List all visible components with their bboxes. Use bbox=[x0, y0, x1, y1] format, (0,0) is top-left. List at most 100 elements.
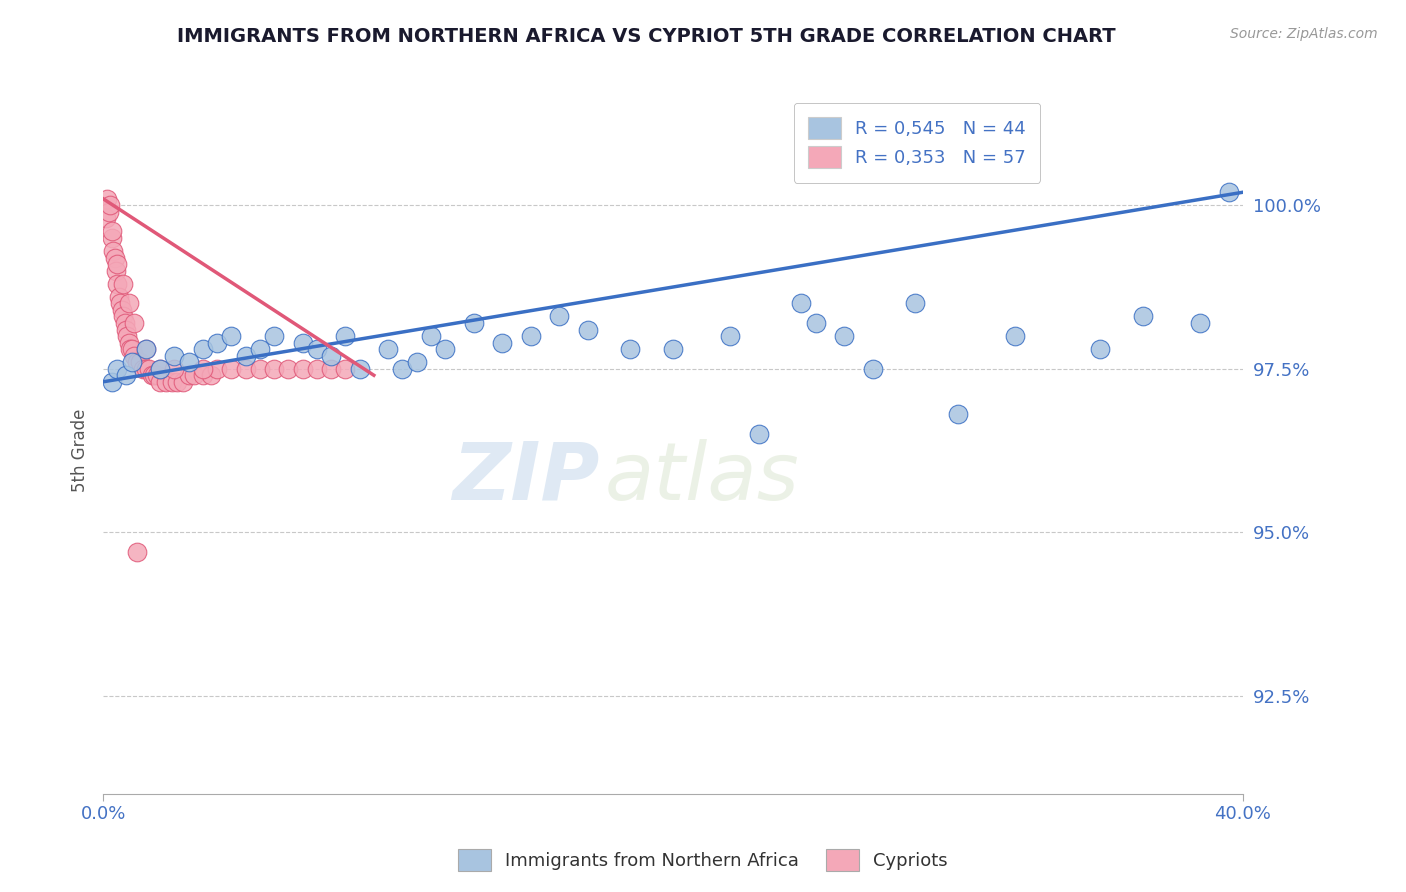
Point bbox=[183, 368, 205, 383]
Point bbox=[177, 355, 200, 369]
Point bbox=[114, 316, 136, 330]
Point bbox=[149, 361, 172, 376]
Point bbox=[100, 231, 122, 245]
Point bbox=[105, 257, 128, 271]
Point bbox=[249, 342, 271, 356]
Point bbox=[748, 427, 770, 442]
Point bbox=[124, 349, 146, 363]
Legend: Immigrants from Northern Africa, Cypriots: Immigrants from Northern Africa, Cypriot… bbox=[451, 842, 955, 879]
Point bbox=[97, 204, 120, 219]
Point bbox=[112, 310, 135, 324]
Point bbox=[100, 375, 122, 389]
Point bbox=[111, 302, 134, 317]
Point bbox=[263, 329, 285, 343]
Point bbox=[149, 375, 172, 389]
Point bbox=[662, 342, 685, 356]
Point bbox=[832, 329, 855, 343]
Point bbox=[105, 277, 128, 291]
Text: Source: ZipAtlas.com: Source: ZipAtlas.com bbox=[1230, 27, 1378, 41]
Point bbox=[349, 361, 371, 376]
Point bbox=[548, 310, 571, 324]
Point bbox=[405, 355, 427, 369]
Point bbox=[166, 375, 188, 389]
Point bbox=[1132, 310, 1154, 324]
Point bbox=[163, 361, 186, 376]
Point bbox=[790, 296, 813, 310]
Point bbox=[862, 361, 884, 376]
Point bbox=[221, 329, 243, 343]
Point bbox=[191, 368, 214, 383]
Point bbox=[319, 361, 342, 376]
Point bbox=[718, 329, 741, 343]
Point bbox=[235, 349, 257, 363]
Point bbox=[135, 342, 157, 356]
Point bbox=[1090, 342, 1112, 356]
Point bbox=[160, 375, 183, 389]
Point bbox=[115, 368, 138, 383]
Point bbox=[100, 224, 122, 238]
Point bbox=[200, 368, 222, 383]
Point bbox=[191, 361, 214, 376]
Point bbox=[143, 368, 166, 383]
Point bbox=[124, 316, 146, 330]
Point bbox=[172, 375, 194, 389]
Point bbox=[576, 322, 599, 336]
Point bbox=[117, 329, 139, 343]
Point bbox=[163, 349, 186, 363]
Point bbox=[141, 368, 163, 383]
Point bbox=[263, 361, 285, 376]
Point bbox=[1218, 185, 1240, 199]
Point bbox=[101, 244, 124, 258]
Point bbox=[277, 361, 299, 376]
Y-axis label: 5th Grade: 5th Grade bbox=[72, 409, 89, 492]
Text: ZIP: ZIP bbox=[451, 439, 599, 516]
Point bbox=[305, 361, 328, 376]
Point bbox=[121, 355, 143, 369]
Point bbox=[94, 211, 117, 226]
Point bbox=[110, 296, 132, 310]
Point bbox=[391, 361, 413, 376]
Point bbox=[205, 361, 228, 376]
Point bbox=[1004, 329, 1026, 343]
Legend: R = 0,545   N = 44, R = 0,353   N = 57: R = 0,545 N = 44, R = 0,353 N = 57 bbox=[793, 103, 1040, 183]
Point bbox=[132, 361, 155, 376]
Point bbox=[191, 342, 214, 356]
Point bbox=[103, 251, 125, 265]
Point bbox=[115, 322, 138, 336]
Point bbox=[335, 329, 357, 343]
Point bbox=[205, 335, 228, 350]
Point bbox=[319, 349, 342, 363]
Point bbox=[419, 329, 441, 343]
Point bbox=[135, 361, 157, 376]
Point bbox=[335, 361, 357, 376]
Point bbox=[127, 545, 149, 559]
Point bbox=[491, 335, 513, 350]
Point bbox=[904, 296, 927, 310]
Text: atlas: atlas bbox=[605, 439, 800, 516]
Point bbox=[305, 342, 328, 356]
Point bbox=[146, 368, 169, 383]
Point bbox=[120, 342, 142, 356]
Point bbox=[221, 361, 243, 376]
Point bbox=[249, 361, 271, 376]
Point bbox=[121, 342, 143, 356]
Point bbox=[235, 361, 257, 376]
Point bbox=[104, 263, 127, 277]
Point bbox=[434, 342, 457, 356]
Point bbox=[804, 316, 827, 330]
Point bbox=[96, 192, 118, 206]
Point bbox=[177, 368, 200, 383]
Text: IMMIGRANTS FROM NORTHERN AFRICA VS CYPRIOT 5TH GRADE CORRELATION CHART: IMMIGRANTS FROM NORTHERN AFRICA VS CYPRI… bbox=[177, 27, 1116, 45]
Point bbox=[291, 361, 314, 376]
Point bbox=[463, 316, 485, 330]
Point bbox=[1189, 316, 1212, 330]
Point bbox=[149, 361, 172, 376]
Point bbox=[118, 296, 141, 310]
Point bbox=[112, 277, 135, 291]
Point bbox=[105, 361, 128, 376]
Point bbox=[129, 355, 152, 369]
Point bbox=[118, 335, 141, 350]
Point bbox=[135, 342, 157, 356]
Point bbox=[127, 355, 149, 369]
Point bbox=[138, 361, 160, 376]
